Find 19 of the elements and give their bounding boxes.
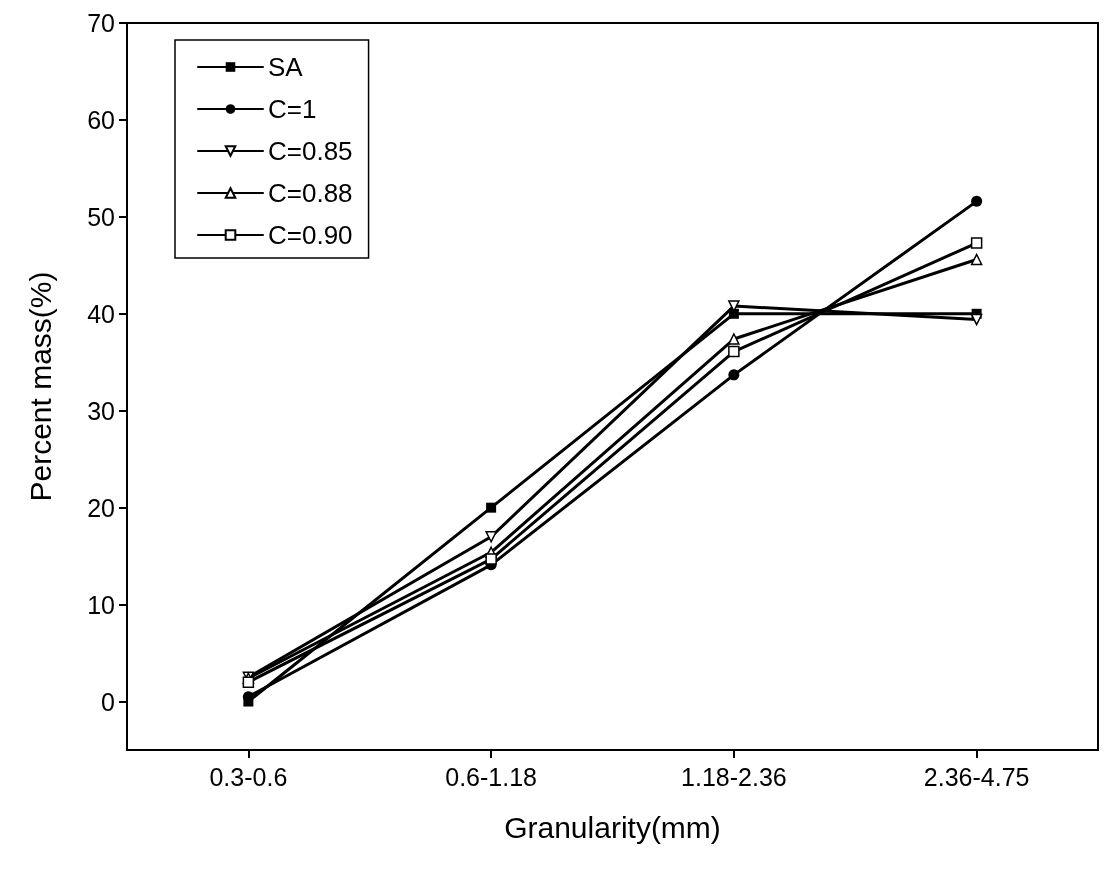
y-tick-label: 50: [87, 202, 115, 231]
legend-label: C=1: [268, 94, 317, 124]
y-tick-label: 10: [87, 590, 115, 619]
x-tick-label: 0.3-0.6: [209, 762, 288, 791]
legend-label: C=0.90: [268, 220, 353, 250]
y-tick-label: 40: [87, 299, 115, 328]
y-tick-label: 20: [87, 493, 115, 522]
y-tick-label: 60: [87, 105, 115, 134]
legend-label: SA: [268, 52, 304, 82]
legend-label: C=0.85: [268, 136, 353, 166]
y-tick-label: 30: [87, 396, 115, 425]
x-tick-label: 0.6-1.18: [445, 762, 537, 791]
x-axis-title: Granularity(mm): [504, 810, 721, 844]
y-axis-title: Percent mass(%): [23, 271, 57, 502]
x-tick-label: 1.18-2.36: [681, 762, 787, 791]
y-tick-label: 0: [101, 687, 115, 716]
y-tick-label: 70: [87, 9, 115, 37]
legend-label: C=0.88: [268, 178, 353, 208]
x-tick-label: 2.36-4.75: [923, 762, 1030, 791]
